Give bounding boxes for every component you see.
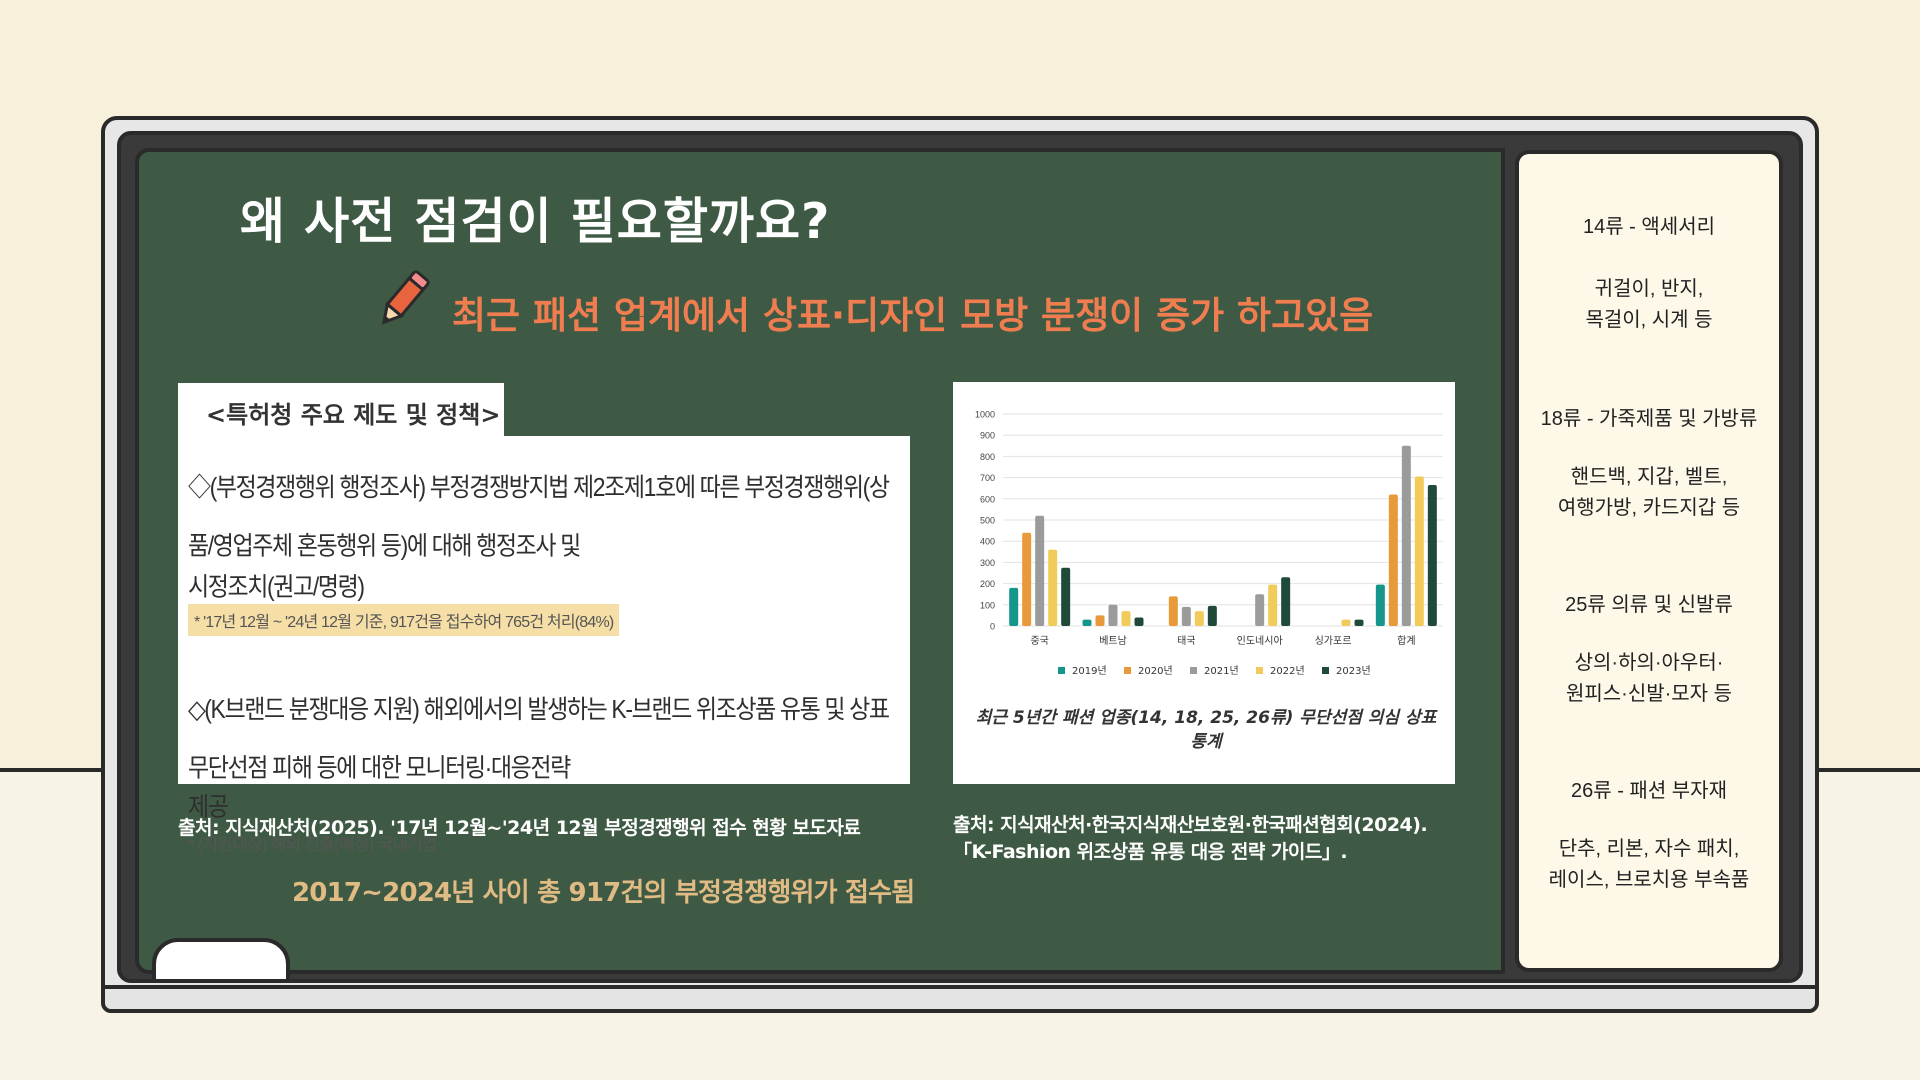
bar: [1401, 445, 1411, 626]
bar: [1134, 617, 1144, 626]
bar-chart: 0 100 200 300 400 500 600 700 800 900 1000 중국 베트남 태국 인…: [975, 410, 1443, 677]
category-desc-26: 단추, 리본, 자수 패치, 레이스, 브로치용 부속품: [1519, 834, 1779, 896]
bar: [1255, 594, 1265, 626]
bar: [1035, 515, 1045, 626]
bar: [1009, 587, 1019, 626]
bar: [1341, 619, 1351, 626]
x-tick-label: 베트남: [1099, 635, 1127, 647]
bar: [1268, 584, 1278, 626]
doc-item2-line1: ◇(K브랜드 분쟁대응 지원) 해외에서의 발생하는 K-브랜드 위조상품 유통…: [188, 694, 890, 782]
subtitle: 최근 패션 업계에서 상표·디자인 모방 분쟁이 증가 하고있음: [452, 294, 1374, 337]
doc-item2-line2: 제공: [188, 791, 229, 821]
legend-label: 2019년: [1072, 665, 1107, 677]
y-tick-label: 300: [980, 558, 995, 568]
category-desc-18-line2: 여행가방, 카드지갑 등: [1557, 497, 1741, 519]
doc-item1-line1: ◇(부정경쟁행위 행정조사) 부정경쟁방지법 제2조제1호에 따른 부정경쟁행위…: [188, 472, 890, 560]
y-tick-label: 100: [980, 600, 995, 610]
board-tray: [101, 985, 1819, 1013]
x-tick-label: 싱가포르: [1315, 635, 1352, 647]
bar: [1354, 619, 1364, 626]
y-tick-label: 800: [980, 452, 995, 462]
x-tick-label: 중국: [1030, 635, 1048, 647]
doc-item1-highlight: * '17년 12월 ~ '24년 12월 기준, 917건을 접수하여 765…: [188, 604, 620, 636]
doc-item2-note: * (지원대상) 해외 진출(예정) 국내기업: [188, 835, 438, 854]
source-right-line2: 「K-Fashion 위조상품 유통 대응 전략 가이드」.: [953, 841, 1348, 863]
x-tick-label: 합계: [1397, 635, 1415, 647]
legend-label: 2023년: [1336, 665, 1371, 677]
y-tick-label: 600: [980, 494, 995, 504]
y-tick-label: 400: [980, 537, 995, 547]
policy-document: ◇(부정경쟁행위 행정조사) 부정경쟁방지법 제2조제1호에 따른 부정경쟁행위…: [178, 436, 910, 854]
legend-swatch: [1256, 667, 1263, 674]
slide-title: 왜 사전 점검이 필요할까요?: [240, 193, 831, 250]
x-tick-label: 태국: [1177, 635, 1195, 647]
y-tick-label: 700: [980, 473, 995, 483]
category-desc-25-line2: 원피스·신발·모자 등: [1565, 683, 1733, 705]
category-desc-14-line2: 목걸이, 시계 등: [1585, 309, 1713, 331]
category-desc-25: 상의·하의·아우터· 원피스·신발·모자 등: [1519, 648, 1779, 710]
category-desc-14-line1: 귀걸이, 반지,: [1594, 278, 1704, 300]
source-right-line1: 출처: 지식재산처·한국지식재산보호원·한국패션협회(2024).: [953, 814, 1428, 836]
category-title-25: 25류 의류 및 신발류: [1565, 594, 1733, 616]
legend-label: 2022년: [1270, 665, 1305, 677]
y-tick-label: 500: [980, 516, 995, 526]
legend-swatch: [1190, 667, 1197, 674]
category-desc-26-line2: 레이스, 브로치용 부속품: [1548, 869, 1750, 891]
category-desc-18: 핸드백, 지갑, 벨트, 여행가방, 카드지갑 등: [1519, 462, 1779, 524]
category-desc-25-line1: 상의·하의·아우터·: [1574, 652, 1724, 674]
bar: [1181, 606, 1191, 626]
bar: [1061, 567, 1071, 626]
bar: [1108, 604, 1118, 626]
chalk-eraser: [152, 938, 290, 983]
bar: [1414, 476, 1424, 626]
category-panel: 14류 - 액세서리 귀걸이, 반지, 목걸이, 시계 등 18류 - 가죽제품…: [1515, 150, 1783, 972]
bar: [1194, 611, 1204, 626]
chart-caption: 최근 5년간 패션 업종(14, 18, 25, 26류) 무단선점 의심 상표…: [975, 708, 1437, 752]
doc-item1-line2: 시정조치(권고/명령): [188, 572, 365, 602]
bar: [1168, 596, 1178, 626]
x-tick-label: 인도네시아: [1237, 635, 1283, 647]
y-tick-label: 900: [980, 431, 995, 441]
source-right: 출처: 지식재산처·한국지식재산보호원·한국패션협회(2024). 「K-Fas…: [953, 812, 1473, 866]
legend-swatch: [1124, 667, 1131, 674]
bar: [1121, 611, 1131, 626]
bar: [1388, 494, 1398, 626]
category-title-14: 14류 - 액세서리: [1582, 216, 1716, 238]
y-tick-label: 1000: [975, 410, 995, 420]
legend-swatch: [1058, 667, 1065, 674]
bar: [1281, 577, 1291, 626]
y-tick-label: 200: [980, 579, 995, 589]
bar: [1082, 619, 1092, 626]
doc-tab: <특허청 주요 제도 및 정책>: [178, 383, 504, 437]
pencil-icon: [381, 270, 430, 325]
source-left: 출처: 지식재산처(2025). '17년 12월~'24년 12월 부정경쟁행…: [178, 817, 861, 839]
y-tick-label: 0: [990, 622, 995, 632]
chart-panel: 0 100 200 300 400 500 600 700 800 900 1000 중국 베트남 태국 인…: [953, 382, 1455, 784]
category-title-26: 26류 - 패션 부자재: [1571, 780, 1727, 802]
bar: [1427, 485, 1437, 626]
category-desc-18-line1: 핸드백, 지갑, 벨트,: [1570, 466, 1728, 488]
legend-label: 2021년: [1204, 665, 1239, 677]
category-title-18: 18류 - 가죽제품 및 가방류: [1540, 408, 1758, 430]
legend-label: 2020년: [1138, 665, 1173, 677]
bar: [1022, 532, 1032, 626]
legend-swatch: [1322, 667, 1329, 674]
bar: [1048, 549, 1058, 626]
footnote: 2017~2024년 사이 총 917건의 부정경쟁행위가 접수됨: [292, 878, 915, 908]
category-desc-26-line1: 단추, 리본, 자수 패치,: [1558, 838, 1740, 860]
bar: [1207, 605, 1217, 626]
category-desc-14: 귀걸이, 반지, 목걸이, 시계 등: [1519, 274, 1779, 336]
bar: [1375, 584, 1385, 626]
doc-tab-label: <특허청 주요 제도 및 정책>: [206, 401, 501, 429]
bar: [1095, 615, 1105, 626]
